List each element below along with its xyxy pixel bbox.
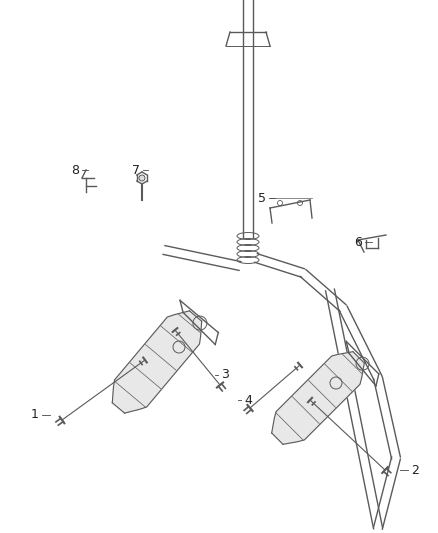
Text: 8: 8 xyxy=(71,164,79,176)
Text: 1: 1 xyxy=(31,408,39,422)
Polygon shape xyxy=(272,352,364,445)
Text: 7: 7 xyxy=(132,164,140,176)
Text: 3: 3 xyxy=(221,368,229,382)
Ellipse shape xyxy=(139,175,145,181)
Text: 2: 2 xyxy=(411,464,419,477)
Text: 5: 5 xyxy=(258,191,266,205)
Text: 4: 4 xyxy=(244,393,252,407)
Polygon shape xyxy=(112,311,201,413)
Text: 6: 6 xyxy=(354,236,362,248)
